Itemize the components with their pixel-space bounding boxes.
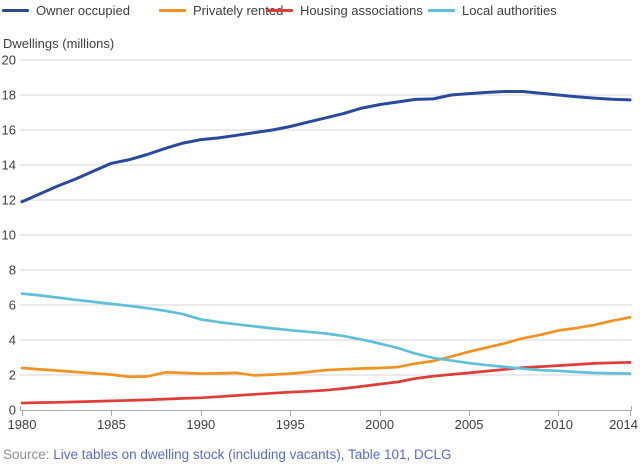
y-tick-label: 12	[2, 193, 16, 208]
y-axis-title: Dwellings (millions)	[3, 36, 115, 51]
x-tick-label: 2005	[455, 417, 484, 432]
legend-line-swatch	[428, 9, 455, 12]
y-tick-label: 6	[9, 298, 16, 313]
legend-line-swatch	[2, 9, 29, 12]
source-prefix: Source:	[3, 447, 54, 462]
legend-line-swatch	[266, 9, 293, 12]
y-tick-label: 18	[2, 88, 16, 103]
legend-item-owner-occupied: Owner occupied	[2, 3, 130, 18]
x-tick-label: 1985	[97, 417, 126, 432]
x-tick-label: 1995	[276, 417, 305, 432]
legend-label: Local authorities	[462, 3, 557, 18]
legend-label: Housing associations	[300, 3, 423, 18]
y-tick-label: 10	[2, 228, 16, 243]
y-tick-label: 8	[9, 263, 16, 278]
legend-label: Privately rented	[193, 3, 284, 18]
series-line-local-authorities	[20, 292, 632, 375]
y-tick-label: 14	[2, 158, 16, 173]
legend-item-privately-rented: Privately rented	[159, 3, 283, 18]
series-line-owner-occupied	[20, 90, 632, 204]
x-tick-label: 1990	[186, 417, 215, 432]
source-line: Source: Live tables on dwelling stock (i…	[3, 447, 452, 462]
x-tick-label: 2014	[609, 417, 638, 432]
x-tick-label: 2000	[365, 417, 394, 432]
y-tick-label: 2	[9, 368, 16, 383]
y-tick-label: 16	[2, 123, 16, 138]
y-tick-label: 20	[2, 53, 16, 68]
legend: Owner occupied Privately rented Housing …	[0, 0, 640, 20]
x-tick-label: 1980	[8, 417, 37, 432]
series-line-housing-associations	[20, 361, 632, 405]
legend-item-local-authorities: Local authorities	[428, 3, 557, 18]
source-link[interactable]: Live tables on dwelling stock (including…	[53, 447, 452, 462]
y-tick-label: 4	[9, 333, 16, 348]
legend-label: Owner occupied	[36, 3, 130, 18]
y-tick-label: 0	[9, 403, 16, 418]
x-tick-label: 2010	[544, 417, 573, 432]
legend-line-swatch	[159, 9, 186, 12]
legend-item-housing-associations: Housing associations	[266, 3, 423, 18]
series-line-privately-rented	[20, 315, 632, 379]
